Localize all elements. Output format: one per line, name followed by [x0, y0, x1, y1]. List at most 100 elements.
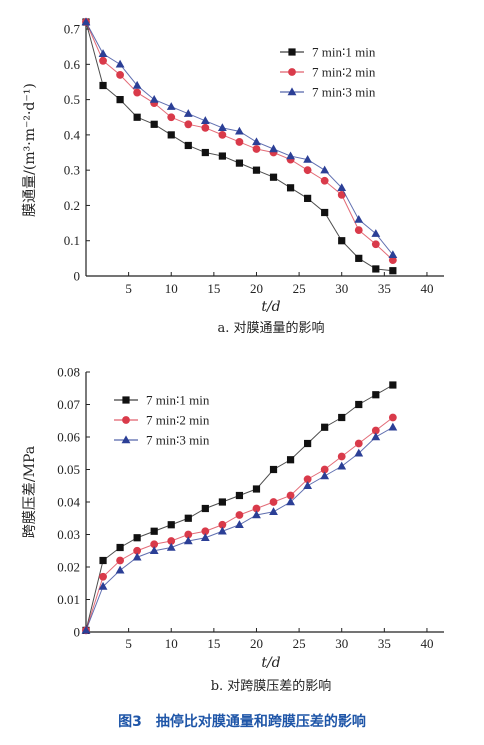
y-tick-label: 0.06 — [57, 430, 80, 445]
series-1-point — [304, 194, 312, 202]
series-3-point — [217, 526, 227, 535]
y-tick-label: 0.03 — [57, 527, 80, 542]
x-tick-label: 40 — [420, 281, 433, 296]
series-3-point — [252, 510, 261, 519]
series-3-point — [354, 214, 364, 223]
series-2-point — [150, 540, 159, 549]
series-3-point — [320, 165, 330, 174]
series-2 — [82, 18, 397, 265]
series-2-point — [218, 520, 227, 529]
series-2-point — [133, 88, 142, 97]
series-1-point — [252, 166, 261, 174]
chart-transmembrane-pressure: 5 10 15 20 25 30 35 40 0 0.01 0.02 0.03 0.04 0.05 0.06… — [22, 365, 444, 694]
series-3-point — [217, 123, 227, 132]
series-2-point — [337, 190, 346, 199]
series-1-point — [286, 456, 295, 464]
series-2-point — [167, 537, 176, 545]
series-2-point — [252, 504, 261, 513]
series-3-point — [115, 565, 125, 574]
legend-marker-circle — [288, 68, 296, 76]
series-1-point — [235, 159, 244, 167]
series-3-point — [200, 116, 210, 124]
series-3 — [81, 17, 398, 259]
series-1-point — [150, 120, 158, 128]
y-tick-label: 0.7 — [64, 22, 81, 37]
series-1-point — [252, 485, 261, 493]
legend-label: 7 min∶2 min — [146, 413, 210, 428]
y-tick-label: 0.1 — [64, 233, 80, 248]
series-1-point — [184, 141, 192, 150]
series-1-point — [218, 498, 226, 506]
series-3-point — [98, 49, 108, 57]
series-1-line — [85, 384, 394, 631]
series-3-point — [371, 229, 381, 237]
y-tick-label: 0.01 — [57, 592, 80, 607]
series-1-point — [133, 534, 141, 542]
y-tick-label: 0.08 — [57, 365, 80, 380]
series-1-point — [133, 113, 141, 121]
series-3-point — [149, 95, 159, 103]
series-3-point — [183, 109, 193, 117]
series-1-point — [201, 504, 209, 513]
legend-label: 7 min∶2 min — [312, 65, 376, 80]
series-2-point — [269, 498, 278, 506]
series-2-point — [201, 527, 210, 536]
series-2-point — [218, 130, 227, 139]
series-1-point — [167, 521, 175, 529]
series-2-point — [252, 145, 261, 153]
x-tick-label: 15 — [207, 636, 220, 651]
series-2-point — [337, 452, 346, 461]
x-tick-label: 10 — [165, 281, 178, 296]
series-3-point — [115, 59, 125, 68]
series-3-point — [269, 144, 278, 153]
x-axis-label: t/d — [261, 299, 280, 315]
series-2-point — [286, 491, 295, 500]
series-3-point — [286, 151, 295, 160]
series-3 — [81, 422, 398, 634]
x-tick-label: 15 — [207, 281, 220, 296]
series-1-point — [99, 556, 107, 565]
series-2-point — [354, 439, 363, 448]
x-tick-label: 30 — [335, 636, 348, 651]
legend-label: 7 min∶1 min — [312, 45, 376, 60]
y-tick-label: 0.5 — [64, 92, 80, 107]
series-2-point — [184, 530, 193, 539]
series-3-point — [200, 533, 210, 541]
series-3-point — [337, 183, 347, 192]
series-1-point — [389, 381, 397, 389]
series-1-point — [286, 184, 295, 192]
series-3-point — [303, 154, 313, 163]
chart-subcaption: b. 对跨膜压差的影响 — [211, 678, 332, 694]
series-1-point — [372, 265, 380, 273]
legend: 7 min∶1 min 7 min∶2 min 7 min∶3 min — [114, 393, 210, 448]
series-3-point — [166, 102, 176, 110]
x-tick-label: 5 — [125, 281, 132, 296]
series-3-point — [183, 536, 193, 545]
series-1-point — [304, 439, 312, 448]
series-3-point — [303, 481, 313, 489]
series-3-point — [354, 448, 364, 457]
series-2 — [82, 413, 397, 635]
series-3-point — [81, 17, 91, 26]
y-tick-label: 0.05 — [57, 462, 80, 477]
y-tick-label: 0 — [74, 625, 81, 640]
series-1-point — [116, 543, 124, 552]
series-2-point — [388, 413, 397, 422]
y-tick-label: 0.3 — [64, 163, 80, 178]
series-3-point — [149, 546, 159, 554]
series-2-point — [184, 120, 193, 129]
series-2-point — [116, 71, 124, 79]
series-3-point — [388, 422, 398, 431]
x-tick-label: 40 — [420, 636, 433, 651]
series-1-point — [184, 514, 192, 522]
series-1-point — [150, 527, 158, 535]
series-3-point — [320, 471, 330, 480]
series-2-point — [133, 546, 142, 555]
y-tick-label: 0 — [74, 269, 81, 284]
series-1-point — [338, 413, 346, 422]
series-2-point — [371, 426, 380, 435]
series-1-point — [116, 96, 124, 104]
series-3-point — [81, 625, 91, 634]
x-tick-label: 20 — [250, 636, 263, 651]
